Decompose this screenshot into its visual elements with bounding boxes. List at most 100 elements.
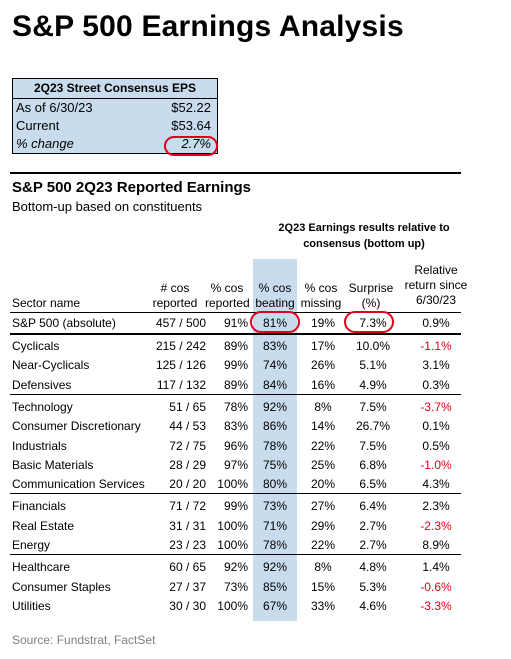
column-header-sector: Sector name: [12, 296, 81, 310]
cell-beating: 86%: [262, 419, 288, 433]
column-header-beating: % cos beating: [255, 281, 295, 310]
cell-beating: 73%: [262, 499, 288, 513]
cell-beating: 81%: [262, 316, 288, 330]
cell-missing: 17%: [310, 339, 336, 353]
table-row: Consumer Discretionary 44 / 53 83% 86% 14% 26…: [12, 417, 472, 436]
column-header-missing: % cos missing: [300, 281, 342, 310]
cell-surprise: 7.5%: [359, 400, 387, 414]
cell-reported: 44 / 53: [169, 419, 206, 433]
cell-pct-reported: 97%: [223, 458, 248, 472]
table-row: Energy 23 / 23 100% 78% 22% 2.7% 8.9%: [12, 536, 472, 555]
cell-sector: Technology: [12, 400, 73, 414]
cell-missing: 22%: [310, 439, 336, 453]
column-header-reported: # cos reported: [152, 281, 198, 310]
highlight-oval-beating: [250, 311, 300, 333]
page-title: S&P 500 Earnings Analysis: [12, 10, 404, 43]
cell-surprise: 7.3%: [359, 316, 387, 330]
cell-beating: 71%: [262, 519, 288, 533]
cell-pct-reported: 89%: [223, 339, 248, 353]
cell-missing: 29%: [310, 519, 336, 533]
cell-sector: Basic Materials: [12, 458, 94, 472]
cell-sector: S&P 500 (absolute): [12, 316, 116, 330]
cell-pct-reported: 78%: [223, 400, 248, 414]
cell-beating: 85%: [262, 580, 288, 594]
table-row: Communication Services 20 / 20 100% 80% 20% 6…: [12, 475, 472, 494]
cell-reported: 27 / 37: [169, 580, 206, 594]
cell-relative: -1.0%: [420, 458, 452, 472]
cell-beating: 92%: [262, 400, 288, 414]
cell-missing: 15%: [310, 580, 336, 594]
cell-surprise: 4.8%: [359, 560, 387, 574]
cell-relative: -0.6%: [420, 580, 452, 594]
column-header-pct-reported: % cos reported: [205, 281, 250, 310]
cell-missing: 20%: [310, 477, 336, 491]
table-row: Technology 51 / 65 78% 92% 8% 7.5% -3.7%: [12, 398, 472, 417]
cell-missing: 16%: [310, 378, 336, 392]
cell-reported: 72 / 75: [169, 439, 206, 453]
cell-reported: 60 / 65: [169, 560, 206, 574]
cell-missing: 25%: [310, 458, 336, 472]
eps-consensus-box: 2Q23 Street Consensus EPS As of 6/30/23 …: [12, 78, 218, 154]
eps-row-label: As of 6/30/23: [16, 100, 93, 115]
cell-sector: Energy: [12, 538, 51, 552]
cell-relative: 4.3%: [422, 477, 450, 491]
cell-beating: 78%: [262, 538, 288, 552]
cell-pct-reported: 100%: [217, 477, 248, 491]
section-divider: [10, 172, 461, 174]
cell-surprise: 4.9%: [359, 378, 387, 392]
cell-relative: 0.1%: [422, 419, 450, 433]
cell-missing: 8%: [314, 560, 332, 574]
cell-sector: Defensives: [12, 378, 72, 392]
cell-missing: 26%: [310, 358, 336, 372]
cell-pct-reported: 91%: [223, 316, 248, 330]
cell-beating: 83%: [262, 339, 288, 353]
cell-pct-reported: 100%: [217, 538, 248, 552]
cell-pct-reported: 99%: [223, 358, 248, 372]
cell-beating: 75%: [262, 458, 288, 472]
table-row: Financials 71 / 72 99% 73% 27% 6.4% 2.3%: [12, 497, 472, 516]
cell-pct-reported: 73%: [223, 580, 248, 594]
source-note: Source: Fundstrat, FactSet: [12, 633, 156, 647]
eps-row-label: % change: [16, 136, 74, 151]
cell-relative: 0.9%: [422, 316, 450, 330]
cell-sector: Financials: [12, 499, 67, 513]
cell-missing: 8%: [314, 400, 332, 414]
table-row: Basic Materials 28 / 29 97% 75% 25% 6.8% -1.0%: [12, 456, 472, 475]
cell-sector: Communication Services: [12, 477, 145, 491]
cell-pct-reported: 100%: [217, 519, 248, 533]
cell-relative: 8.9%: [422, 538, 450, 552]
cell-beating: 80%: [262, 477, 288, 491]
column-header-relative: Relative return since 6/30/23: [404, 263, 468, 307]
cell-pct-reported: 89%: [223, 378, 248, 392]
highlight-oval-surprise: [344, 311, 394, 333]
cell-sector: Real Estate: [12, 519, 75, 533]
cell-reported: 23 / 23: [169, 538, 206, 552]
cell-relative: -1.1%: [420, 339, 452, 353]
table-row: Cyclicals 215 / 242 89% 83% 17% 10.0% -1.1%: [12, 337, 472, 356]
cell-surprise: 10.0%: [355, 339, 391, 353]
cell-relative: 2.3%: [422, 499, 450, 513]
cell-missing: 33%: [310, 599, 336, 613]
eps-row-asof: As of 6/30/23 $52.22: [13, 99, 217, 117]
cell-pct-reported: 99%: [223, 499, 248, 513]
eps-row-value: 2.7%: [181, 136, 211, 151]
cell-reported: 125 / 126: [155, 358, 206, 372]
cell-reported: 215 / 242: [155, 339, 206, 353]
cell-beating: 74%: [262, 358, 288, 372]
cell-sector: Utilities: [12, 599, 51, 613]
cell-relative: 3.1%: [422, 358, 450, 372]
group-header: 2Q23 Earnings results relative to consen…: [278, 222, 450, 250]
cell-relative: 1.4%: [422, 560, 450, 574]
cell-reported: 20 / 20: [169, 477, 206, 491]
cell-missing: 22%: [310, 538, 336, 552]
cell-sector: Industrials: [12, 439, 67, 453]
cell-surprise: 6.8%: [359, 458, 387, 472]
cell-relative: -2.3%: [420, 519, 452, 533]
cell-missing: 27%: [310, 499, 336, 513]
eps-row-label: Current: [16, 118, 60, 133]
table-row: Healthcare 60 / 65 92% 92% 8% 4.8% 1.4%: [12, 558, 472, 577]
table-row: Utilities 30 / 30 100% 67% 33% 4.6% -3.3%: [12, 597, 472, 616]
table-row: Defensives 117 / 132 89% 84% 16% 4.9% 0.3%: [12, 376, 472, 395]
table-row: Consumer Staples 27 / 37 73% 85% 15% 5.3% -0.6…: [12, 578, 472, 597]
table-divider: [10, 554, 461, 556]
